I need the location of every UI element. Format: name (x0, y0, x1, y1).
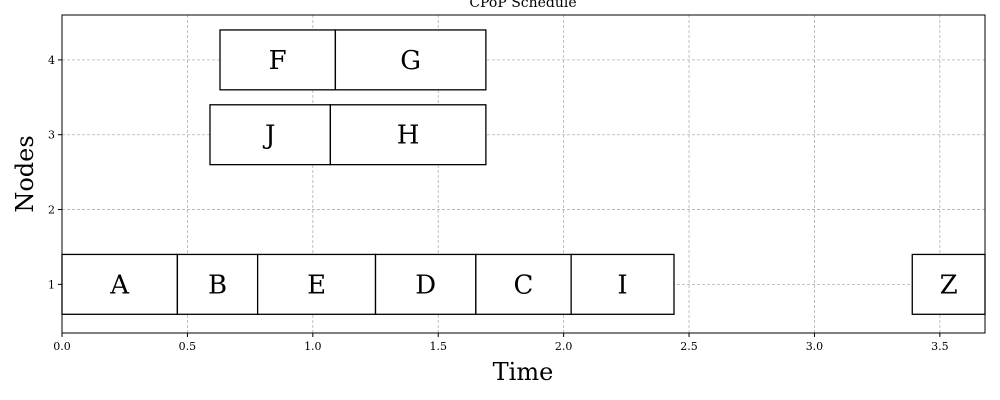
task-bar (334, 29, 487, 91)
x-tick-label: 0.0 (53, 340, 71, 353)
task-label: Z (940, 270, 958, 300)
x-tick-label: 3.5 (931, 340, 949, 353)
task-c: C (475, 253, 572, 315)
y-tick-label: 3 (48, 129, 55, 142)
task-j: J (209, 104, 332, 166)
task-label: B (208, 270, 227, 300)
task-label: G (400, 46, 421, 76)
chart-title: CPoP Schedule (469, 0, 576, 11)
task-a: A (61, 253, 179, 315)
plot-frame (61, 14, 986, 334)
x-tick-label: 2.5 (680, 340, 698, 353)
y-tick-label: 1 (48, 278, 55, 291)
task-label: H (397, 121, 420, 151)
task-bar (329, 104, 487, 166)
task-label: J (262, 121, 275, 151)
task-bar (570, 253, 675, 315)
task-h: H (329, 104, 487, 166)
x-tick-label: 3.0 (806, 340, 824, 353)
task-label: C (514, 270, 534, 300)
task-bar (176, 253, 259, 315)
y-axis-ticks: 1 2 3 4 (48, 54, 62, 291)
task-label: I (617, 270, 627, 300)
task-bar (911, 253, 986, 315)
task-d: D (374, 253, 477, 315)
x-axis-ticks: 0.0 0.5 1.0 1.5 2.0 2.5 3.0 3.5 (53, 333, 949, 353)
task-label: A (109, 270, 130, 300)
x-tick-label: 2.0 (555, 340, 573, 353)
x-tick-label: 0.5 (179, 340, 197, 353)
task-bar (256, 253, 377, 315)
task-i: I (570, 253, 675, 315)
x-tick-label: 1.0 (304, 340, 322, 353)
task-z: Z (911, 253, 986, 315)
task-e: E (256, 253, 377, 315)
task-bar (475, 253, 572, 315)
task-label: E (307, 270, 326, 300)
y-tick-label: 4 (48, 54, 55, 67)
y-tick-label: 2 (48, 204, 55, 217)
x-tick-label: 1.5 (429, 340, 447, 353)
task-f: F (219, 29, 337, 91)
task-g: G (334, 29, 487, 91)
task-label: F (269, 46, 287, 76)
task-b: B (176, 253, 259, 315)
y-axis-label: Nodes (11, 135, 39, 212)
x-axis-label: Time (493, 358, 554, 386)
task-bar (209, 104, 332, 166)
task-label: D (415, 270, 436, 300)
task-bar (219, 29, 337, 91)
task-bars: A B E D C I Z J H F G (61, 29, 986, 315)
